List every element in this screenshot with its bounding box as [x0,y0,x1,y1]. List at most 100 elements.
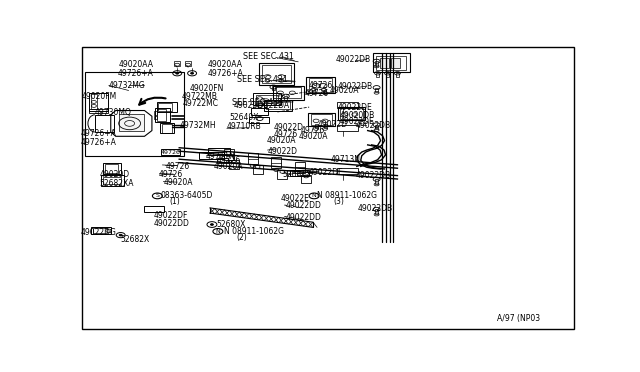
Bar [324,124,326,128]
Text: 52681X: 52681X [282,170,312,179]
Bar [89,93,108,110]
Bar [154,116,157,119]
Text: 49726+A: 49726+A [81,138,117,147]
Bar [249,118,269,123]
Text: 49732MG: 49732MG [109,81,145,90]
Bar [89,109,108,113]
Text: SEE SEC.431: SEE SEC.431 [237,75,287,84]
Text: 49726: 49726 [161,150,180,155]
Text: SEE SEC.431: SEE SEC.431 [243,52,294,61]
Bar [161,122,174,134]
Bar [253,93,282,105]
Bar [340,108,363,119]
Bar [93,228,107,232]
Bar [337,169,358,174]
Bar [91,94,97,109]
Bar [337,125,358,131]
Text: 49022DB: 49022DB [338,82,373,91]
Bar [91,227,111,234]
Bar [312,90,315,94]
Text: 49713N: 49713N [330,155,360,164]
Bar [338,107,365,120]
Text: 49726+A: 49726+A [81,129,117,138]
Text: 49726+A: 49726+A [118,69,154,78]
Bar [277,170,287,179]
Text: 49726+A: 49726+A [208,69,244,78]
Bar [323,90,326,94]
Bar [145,206,164,212]
Text: 49022DC: 49022DC [234,101,269,110]
Text: 49726: 49726 [308,81,332,90]
Bar [264,100,292,110]
Text: N 08911-1062G: N 08911-1062G [224,227,284,236]
Text: 49020A: 49020A [298,132,328,141]
Text: 49022DB: 49022DB [358,204,393,213]
Bar [103,177,121,185]
Bar [103,163,121,174]
Bar [375,209,378,214]
Bar [224,149,234,160]
Text: 49726: 49726 [158,170,182,179]
Circle shape [176,73,179,74]
Text: 49020D: 49020D [100,170,130,179]
Text: 49726: 49726 [305,89,329,99]
Text: 49711N: 49711N [206,153,236,161]
Bar [310,114,332,125]
Bar [158,103,172,111]
Bar [315,124,317,128]
Text: 49020A: 49020A [214,162,243,171]
Text: 49022DF: 49022DF [154,211,188,219]
Text: S: S [156,193,159,198]
Text: 49020AA: 49020AA [118,60,154,69]
Bar [208,148,230,155]
Text: 49022DA: 49022DA [255,101,290,110]
Bar [396,73,399,77]
Circle shape [211,224,213,225]
Text: 49022DD: 49022DD [154,219,189,228]
Text: N 08911-1062G: N 08911-1062G [317,191,377,201]
Circle shape [191,73,193,74]
Bar [266,101,290,109]
Text: 49726: 49726 [165,162,189,171]
Bar [272,86,275,90]
Text: 49020A: 49020A [266,136,296,145]
Text: 49726: 49726 [216,156,241,165]
Bar [295,162,305,173]
Bar [375,179,378,184]
Text: A/97 (NP03: A/97 (NP03 [497,314,540,323]
Bar [380,58,388,68]
Bar [308,112,335,126]
Bar [309,78,332,92]
Bar [375,61,378,66]
Text: 49020DB: 49020DB [340,111,375,120]
Bar [105,164,118,173]
Text: 49022DE: 49022DE [340,118,374,126]
Text: N: N [216,229,220,234]
Bar [248,153,257,164]
Text: 49020FN: 49020FN [190,84,225,93]
Text: 08363-6405D: 08363-6405D [161,191,212,201]
Text: 49020A: 49020A [163,178,193,187]
Text: 49722MC: 49722MC [182,99,219,108]
Bar [118,114,145,131]
Bar [157,109,166,121]
Text: 49022DD: 49022DD [285,201,321,210]
Bar [271,157,282,169]
Text: 49022DG: 49022DG [81,228,117,237]
Text: 49022DB: 49022DB [356,171,391,180]
Bar [337,102,358,108]
Text: 49730MQ: 49730MQ [95,108,132,117]
Bar [306,77,335,93]
Bar [376,55,406,70]
Text: 49020FM: 49020FM [82,92,117,101]
Bar [162,124,172,132]
Text: 49022E: 49022E [280,194,309,203]
Text: 49022D: 49022D [268,147,298,156]
Bar [375,88,378,92]
Text: (1): (1) [170,197,180,206]
Bar [199,153,224,158]
Text: 49020AA: 49020AA [208,60,243,69]
Bar [276,87,301,98]
Bar [174,61,180,66]
Bar [284,96,287,100]
